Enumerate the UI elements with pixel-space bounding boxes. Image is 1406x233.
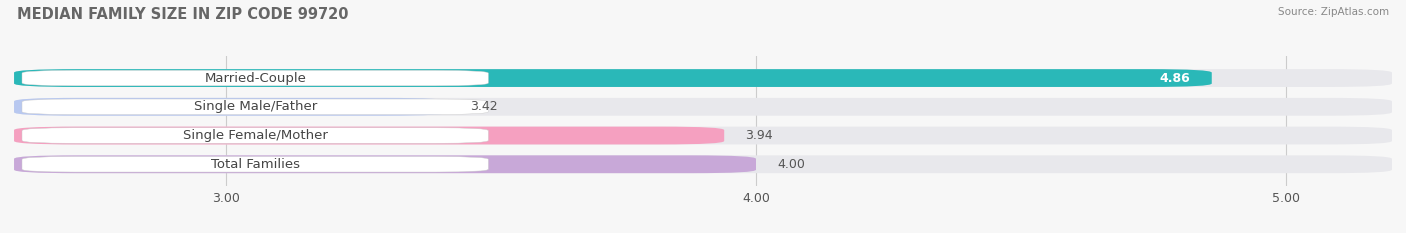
Text: Single Female/Mother: Single Female/Mother [183,129,328,142]
Text: 4.86: 4.86 [1160,72,1191,85]
FancyBboxPatch shape [14,127,724,144]
Text: MEDIAN FAMILY SIZE IN ZIP CODE 99720: MEDIAN FAMILY SIZE IN ZIP CODE 99720 [17,7,349,22]
Text: Source: ZipAtlas.com: Source: ZipAtlas.com [1278,7,1389,17]
FancyBboxPatch shape [22,157,488,172]
FancyBboxPatch shape [14,69,1392,87]
FancyBboxPatch shape [14,127,1392,144]
FancyBboxPatch shape [22,70,488,86]
FancyBboxPatch shape [14,155,1392,173]
FancyBboxPatch shape [14,69,1212,87]
Text: Married-Couple: Married-Couple [204,72,307,85]
Text: Total Families: Total Families [211,158,299,171]
Text: 3.94: 3.94 [745,129,773,142]
FancyBboxPatch shape [22,128,488,143]
FancyBboxPatch shape [14,98,449,116]
FancyBboxPatch shape [14,155,756,173]
FancyBboxPatch shape [14,98,1392,116]
FancyBboxPatch shape [22,99,488,115]
Text: Single Male/Father: Single Male/Father [194,100,316,113]
Text: 4.00: 4.00 [778,158,806,171]
Text: 3.42: 3.42 [470,100,498,113]
